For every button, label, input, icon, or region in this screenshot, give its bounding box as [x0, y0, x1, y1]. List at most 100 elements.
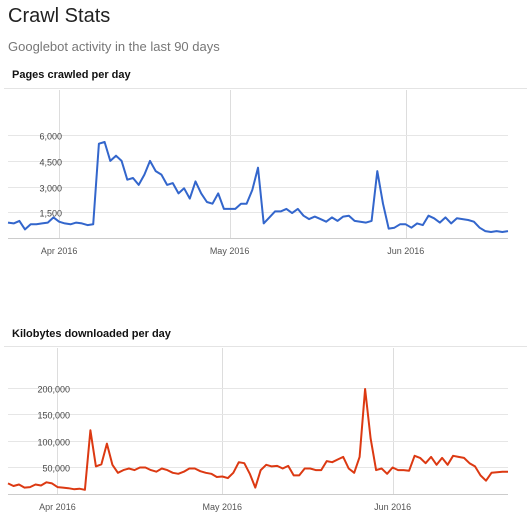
kb-data-point — [276, 465, 278, 467]
kilobytes-downloaded-section-title: Kilobytes downloaded per day — [12, 328, 171, 340]
kb-data-point — [304, 468, 306, 470]
kb-data-point — [177, 473, 179, 475]
kb-data-point — [348, 468, 350, 470]
pages-data-point — [376, 170, 378, 172]
pages-data-point — [297, 208, 299, 210]
pages-data-point — [479, 227, 481, 229]
kb-data-point — [342, 456, 344, 458]
pages-data-point — [149, 160, 151, 162]
kb-data-point — [67, 487, 69, 489]
kb-data-point — [491, 472, 493, 474]
pages-data-point — [229, 208, 231, 210]
kb-data-point — [194, 468, 196, 470]
pages-data-point — [280, 210, 282, 212]
pages-data-point — [246, 203, 248, 205]
kb-data-point — [89, 429, 91, 431]
pages-data-point — [251, 189, 253, 191]
pages-crawled-chart: 6,000 4,500 3,000 1,500 Apr 2016 May 2016 Jun … — [7, 90, 509, 256]
kb-data-point — [447, 464, 449, 466]
kb-data-point — [205, 472, 207, 474]
x-tick-label: Jun 2016 — [387, 246, 424, 256]
pages-data-point — [24, 228, 26, 230]
section-divider — [4, 88, 527, 89]
pages-data-point — [109, 160, 111, 162]
pages-data-point — [189, 198, 191, 200]
pages-data-point — [496, 230, 498, 232]
pages-data-point — [410, 227, 412, 229]
kb-data-point — [414, 455, 416, 457]
kilobytes-downloaded-chart: 200,000 150,000 100,000 50,000 Apr 2016 May 2… — [7, 348, 509, 512]
pages-data-point — [399, 223, 401, 225]
pages-data-point — [257, 167, 259, 169]
kb-data-point — [232, 472, 234, 474]
pages-data-point — [291, 212, 293, 214]
kb-data-point — [265, 464, 267, 466]
kb-data-point — [496, 471, 498, 473]
pages-data-point — [388, 228, 390, 230]
kb-data-point — [100, 463, 102, 465]
pages-data-point — [501, 231, 503, 233]
pages-data-point — [13, 222, 15, 224]
kb-data-point — [392, 467, 394, 469]
kb-data-point — [480, 474, 482, 476]
kb-data-point — [133, 469, 135, 471]
kb-data-point — [18, 484, 20, 486]
kb-data-point — [172, 472, 174, 474]
pages-data-point — [422, 224, 424, 226]
kb-data-point — [117, 472, 119, 474]
kb-data-point — [298, 474, 300, 476]
pages-data-point — [484, 230, 486, 232]
kb-data-point — [408, 470, 410, 472]
kb-data-point — [436, 464, 438, 466]
kb-data-point — [128, 468, 130, 470]
pages-data-point — [18, 220, 20, 222]
kb-data-point — [111, 464, 113, 466]
section-divider — [4, 346, 527, 347]
kb-data-point — [463, 457, 465, 459]
kb-data-point — [359, 456, 361, 458]
kb-data-point — [188, 468, 190, 470]
pages-series-line[interactable] — [7, 141, 509, 233]
y-tick-label: 50,000 — [42, 464, 70, 474]
kb-data-point — [95, 465, 97, 467]
pages-data-point — [155, 170, 157, 172]
kb-data-point — [507, 471, 509, 473]
pages-data-point — [70, 223, 72, 225]
pages-data-point — [285, 208, 287, 210]
pages-data-point — [7, 222, 9, 224]
kb-data-point — [13, 485, 15, 487]
pages-data-point — [274, 210, 276, 212]
pages-data-point — [337, 220, 339, 222]
pages-data-point — [331, 216, 333, 218]
y-tick-label: 150,000 — [37, 411, 70, 421]
kb-data-point — [78, 488, 80, 490]
pages-data-point — [172, 182, 174, 184]
pages-data-point — [348, 215, 350, 217]
kb-series-line[interactable] — [7, 388, 508, 491]
kb-data-point — [485, 480, 487, 482]
kb-data-point — [62, 487, 64, 489]
pages-data-point — [92, 223, 94, 225]
pages-data-point — [160, 174, 162, 176]
kb-data-point — [166, 469, 168, 471]
pages-data-point — [35, 223, 37, 225]
kb-data-point — [375, 469, 377, 471]
pages-data-point — [166, 184, 168, 186]
pages-data-point — [87, 224, 89, 226]
y-tick-label: 6,000 — [39, 132, 62, 142]
kb-data-point — [40, 485, 42, 487]
pages-data-point — [359, 221, 361, 223]
kb-data-point — [24, 487, 26, 489]
y-tick-label: 1,500 — [39, 209, 62, 219]
kb-data-point — [425, 462, 427, 464]
kb-data-point — [337, 459, 339, 461]
kb-data-point — [7, 482, 9, 484]
pages-data-point — [467, 219, 469, 221]
kb-data-point — [249, 473, 251, 475]
kb-data-point — [183, 471, 185, 473]
pages-data-point — [314, 216, 316, 218]
pages-data-point — [206, 201, 208, 203]
pages-data-point — [393, 227, 395, 229]
kb-data-point — [331, 461, 333, 463]
kb-data-point — [227, 477, 229, 479]
